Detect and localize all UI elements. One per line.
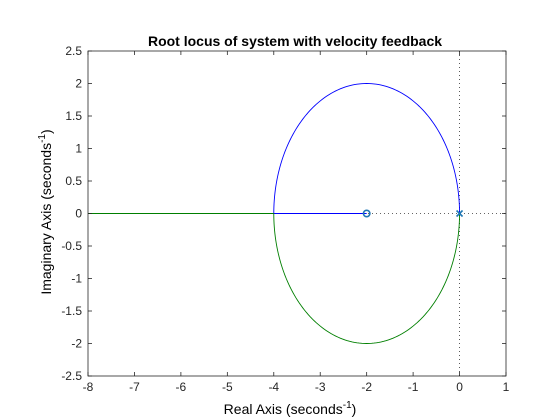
y-tick-label: -1 — [71, 272, 82, 286]
y-tick-label: 1.5 — [65, 109, 82, 123]
x-tick-label: -1 — [408, 380, 419, 394]
x-tick-label: 0 — [456, 380, 463, 394]
locus-series — [88, 83, 461, 344]
locus-branch-1-segment-1 — [273, 83, 461, 214]
pole-marker-1 — [455, 209, 464, 218]
chart-title: Root locus of system with velocity feedb… — [148, 33, 442, 49]
y-tick-label: 0.5 — [65, 174, 82, 188]
y-tick-label: -1.5 — [61, 304, 82, 318]
y-tick-label: 2 — [75, 77, 82, 91]
x-tick-label: -3 — [315, 380, 326, 394]
x-tick-label: -4 — [268, 380, 279, 394]
zero-marker-1 — [362, 209, 371, 218]
y-tick-label: -0.5 — [61, 239, 82, 253]
y-tick-label: 1 — [75, 142, 82, 156]
y-tick-label: -2.5 — [61, 369, 82, 383]
y-tick-label: 2.5 — [65, 44, 82, 58]
x-tick-label: -2 — [361, 380, 372, 394]
locus-branch-2-segment-1 — [273, 213, 461, 344]
x-axis-label: Real Axis (seconds-1) — [224, 400, 357, 417]
x-tick-label: -7 — [129, 380, 140, 394]
x-tick-label: -5 — [222, 380, 233, 394]
y-tick-label: -2 — [71, 337, 82, 351]
x-tick-label: -6 — [176, 380, 187, 394]
pole-zero-markers — [362, 209, 464, 218]
x-tick-label: 1 — [503, 380, 510, 394]
y-tick-label: 0 — [75, 207, 82, 221]
axis-ticks: -8 -7 -6 -5 -4 -3 -2 -1 0 1 -2.5 -2 -1.5 -1 -0.5 0 0.5 1 1… — [61, 44, 509, 394]
x-tick-label: -8 — [83, 380, 94, 394]
y-axis-label: Imaginary Axis (seconds-1) — [37, 129, 54, 294]
